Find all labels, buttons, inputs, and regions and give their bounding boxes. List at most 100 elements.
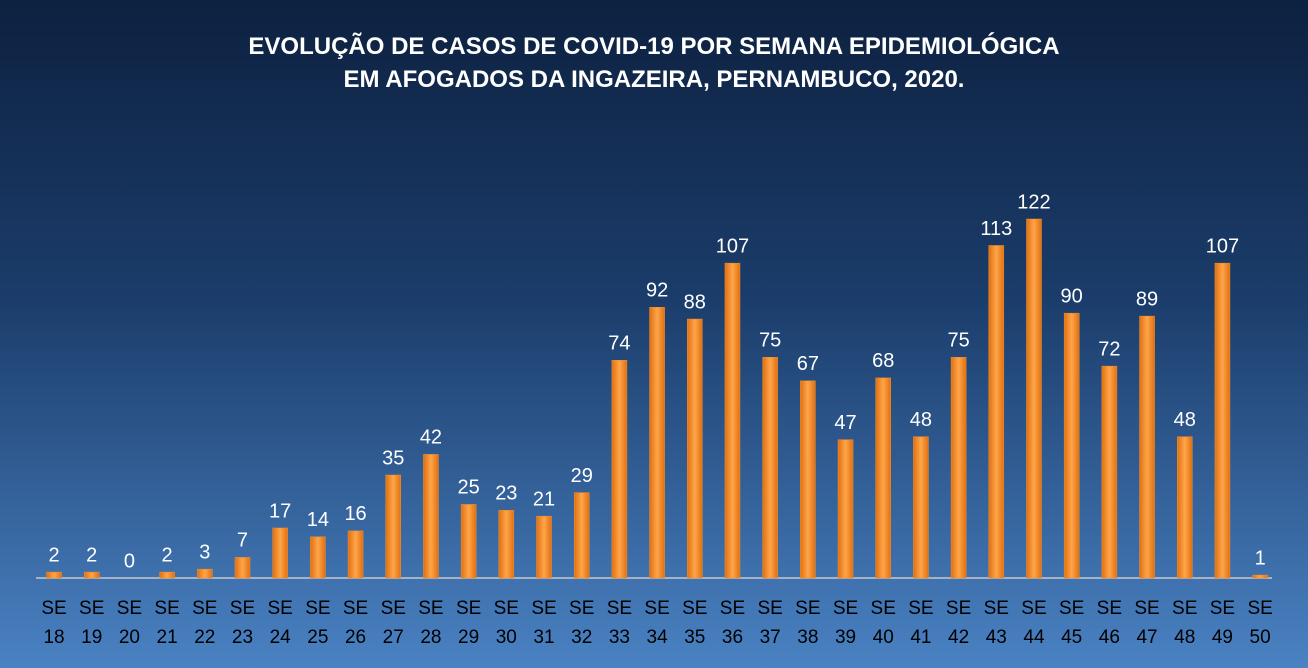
- bar: [762, 357, 778, 579]
- value-label: 21: [533, 488, 555, 510]
- bar: [234, 557, 251, 579]
- value-label: 122: [1017, 191, 1050, 213]
- value-label: 89: [1136, 288, 1158, 310]
- x-tick-label: SE 36: [719, 598, 746, 648]
- bar: [573, 492, 590, 579]
- x-tick-label: SE 22: [192, 598, 218, 648]
- bar: [1063, 312, 1080, 579]
- value-label: 16: [344, 503, 366, 525]
- bar: [1026, 218, 1042, 579]
- chart-title: EVOLUÇÃO DE CASOS DE COVID-19 POR SEMANA…: [248, 33, 1060, 93]
- value-label: 2: [162, 544, 173, 566]
- value-label: 75: [947, 330, 969, 352]
- bar: [988, 245, 1005, 579]
- value-label: 23: [495, 483, 517, 505]
- bar: [83, 571, 100, 579]
- bar: [272, 527, 288, 579]
- value-label: 74: [608, 333, 630, 355]
- bar: [950, 357, 967, 579]
- value-label: 2: [48, 544, 59, 566]
- value-label: 0: [124, 550, 135, 572]
- bar: [724, 262, 741, 579]
- x-tick-label: SE 37: [757, 598, 783, 648]
- value-label: 42: [420, 427, 442, 449]
- bar: [460, 504, 477, 579]
- bar: [649, 307, 665, 579]
- x-tick-label: SE 23: [229, 598, 256, 648]
- bar: [837, 439, 854, 579]
- x-tick-label: SE 30: [493, 598, 519, 648]
- x-tick-label: SE 21: [154, 598, 180, 648]
- x-tick-label: SE 24: [267, 598, 293, 648]
- x-tick-label: SE 27: [380, 598, 406, 648]
- value-label: 107: [1206, 235, 1239, 257]
- bar: [1139, 315, 1155, 579]
- x-tick-label: SE 32: [569, 598, 595, 648]
- bar: [46, 571, 62, 579]
- x-tick-label: SE 25: [305, 598, 331, 648]
- value-label: 48: [1174, 409, 1196, 431]
- value-label: 14: [307, 509, 329, 531]
- x-tick-label: SE 29: [455, 598, 482, 648]
- x-tick-label: SE 44: [1021, 598, 1047, 648]
- bar: [800, 380, 816, 579]
- bar: [385, 474, 402, 579]
- bar: [687, 318, 703, 579]
- x-tick-label: SE 48: [1172, 598, 1198, 648]
- x-tick-label: SE 40: [870, 598, 896, 648]
- x-tick-label: SE 39: [832, 598, 859, 648]
- x-tick-label: SE 31: [531, 598, 557, 648]
- value-label: 25: [458, 477, 480, 499]
- value-label: 7: [237, 530, 248, 552]
- value-label: 35: [382, 447, 404, 469]
- value-label: 17: [269, 500, 291, 522]
- value-label: 92: [646, 280, 668, 302]
- bar: [875, 377, 891, 579]
- value-label: 113: [980, 218, 1012, 240]
- bar: [1252, 574, 1268, 579]
- x-tick-label: SE 34: [644, 598, 670, 648]
- x-tick-label: SE 50: [1247, 598, 1273, 648]
- bar: [159, 571, 175, 579]
- x-tick-label: SE 18: [41, 598, 67, 648]
- bar: [536, 515, 552, 579]
- bar: [1214, 262, 1231, 579]
- bar: [310, 536, 326, 579]
- value-label: 1: [1255, 547, 1266, 569]
- x-tick-label: SE 46: [1096, 598, 1123, 648]
- x-tick-label: SE 20: [116, 598, 143, 648]
- value-label: 72: [1098, 338, 1120, 360]
- value-label: 88: [684, 291, 706, 313]
- x-tick-label: SE 43: [983, 598, 1009, 648]
- value-label: 107: [716, 235, 749, 257]
- bar: [197, 568, 213, 579]
- x-tick-label: SE 33: [606, 598, 633, 648]
- x-tick-label: SE 41: [908, 598, 934, 648]
- value-label: 48: [910, 409, 932, 431]
- bar: [423, 454, 439, 579]
- x-tick-label: SE 45: [1058, 598, 1085, 648]
- x-tick-label: SE 28: [418, 598, 444, 648]
- bar: [913, 436, 929, 579]
- value-label: 47: [834, 412, 856, 434]
- x-tick-label: SE 19: [79, 598, 105, 648]
- value-label: 90: [1061, 285, 1083, 307]
- x-tick-label: SE 49: [1209, 598, 1236, 648]
- value-label: 68: [872, 350, 894, 372]
- x-tick-label: SE 42: [945, 598, 972, 648]
- bar: [498, 510, 515, 579]
- value-label: 29: [571, 465, 593, 487]
- bar: [347, 530, 364, 579]
- bar: [1101, 365, 1118, 579]
- bar: [1176, 436, 1193, 579]
- x-tick-label: SE 26: [342, 598, 369, 648]
- x-tick-label: SE 35: [682, 598, 708, 648]
- x-tick-label: SE 47: [1134, 598, 1160, 648]
- value-label: 75: [759, 330, 781, 352]
- x-tick-label: SE 38: [795, 598, 821, 648]
- value-label: 2: [86, 544, 97, 566]
- value-label: 3: [199, 541, 210, 563]
- bar: [611, 359, 628, 579]
